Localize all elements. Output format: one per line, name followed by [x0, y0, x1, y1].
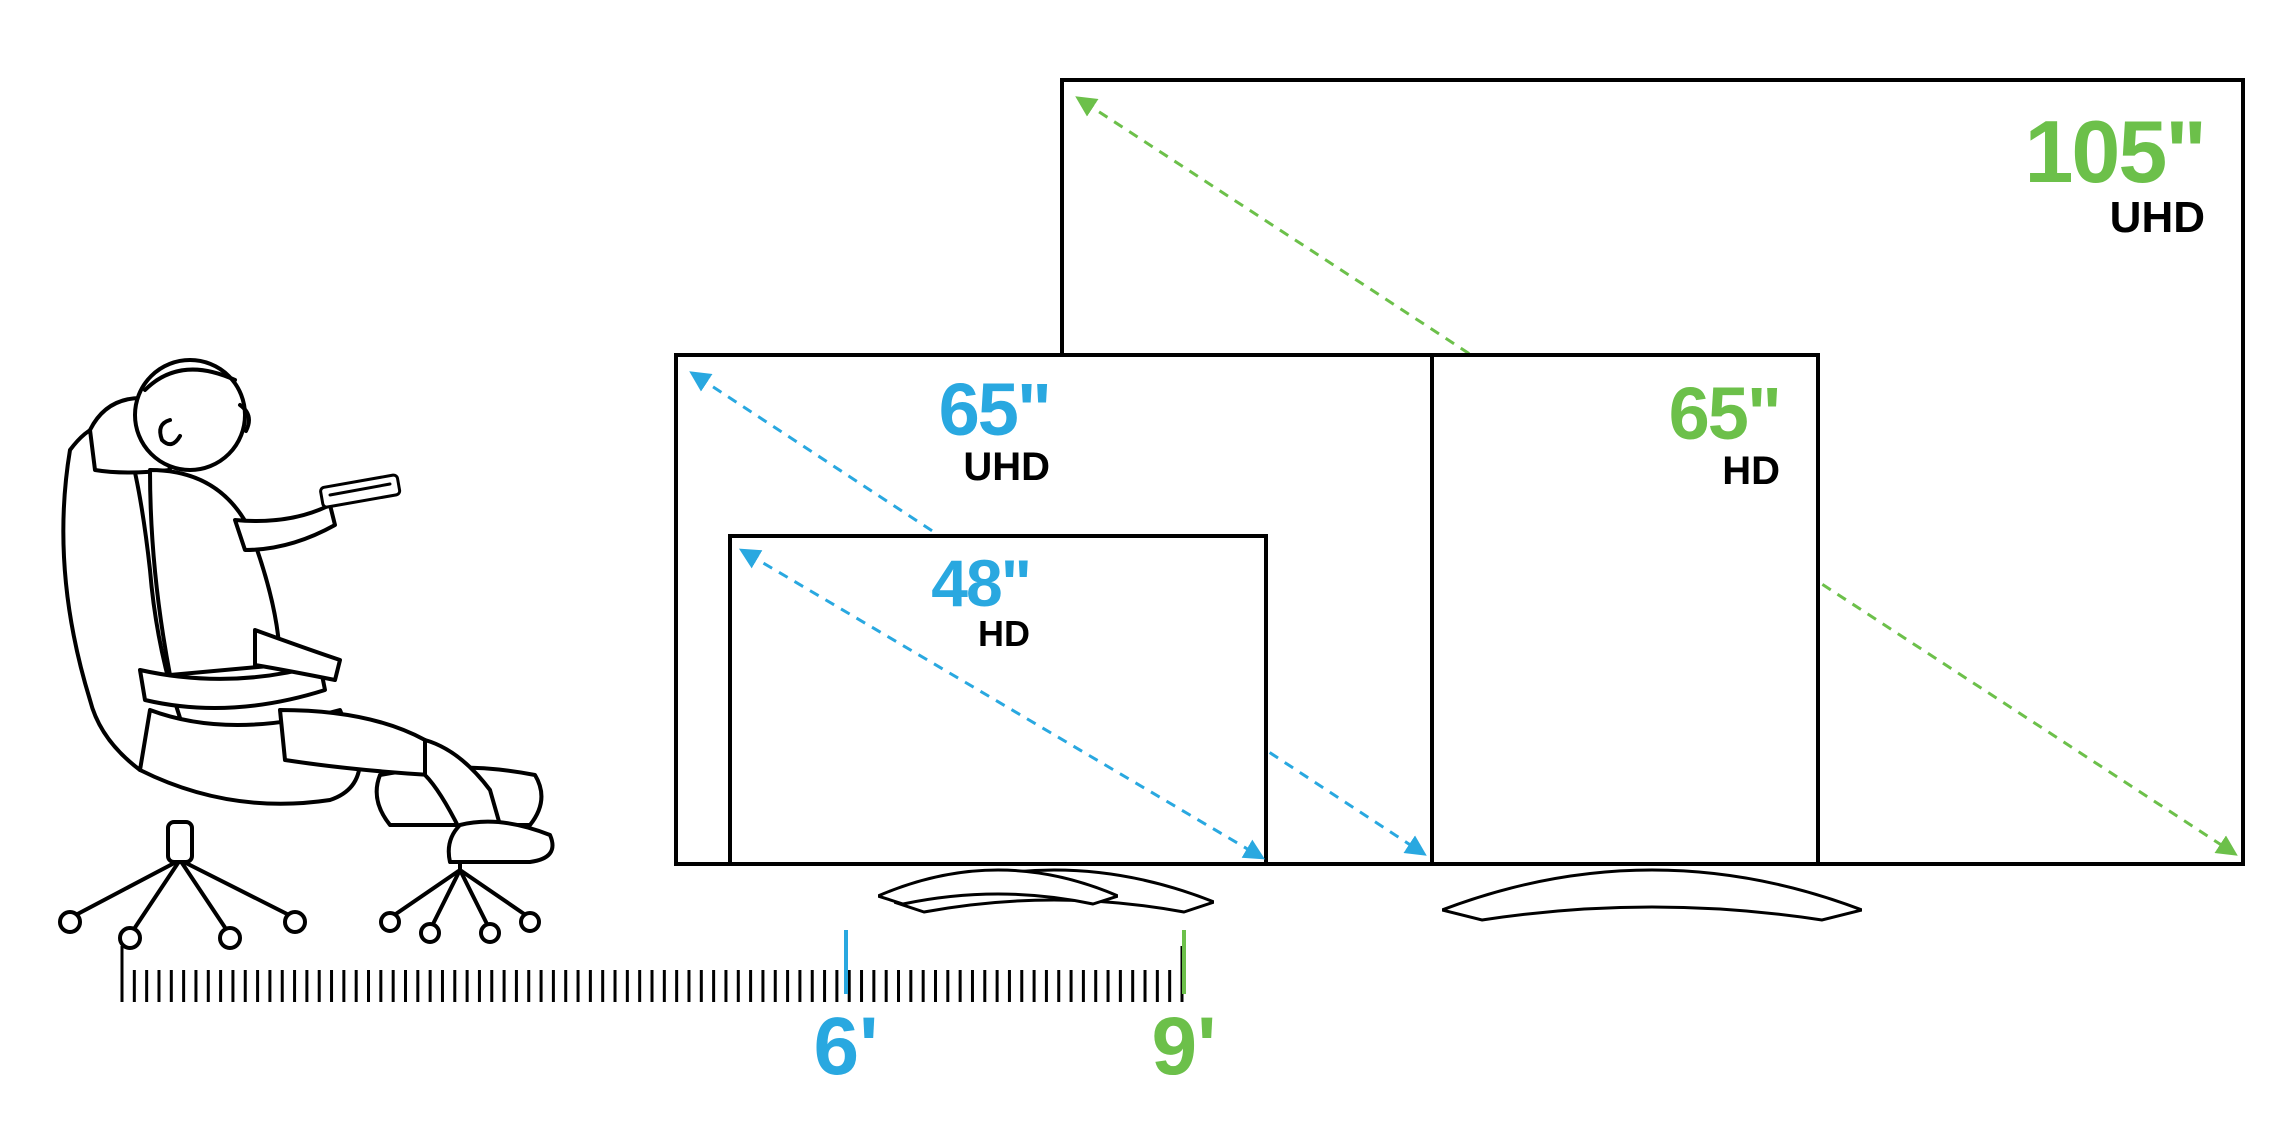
- tv-105-stand: [1442, 866, 1862, 924]
- tv-65-hd-size: 65": [1669, 377, 1780, 451]
- distance-ruler: [120, 946, 1200, 1026]
- tv-48-stand: [878, 866, 1118, 908]
- distance-label-9ft: 9': [1134, 1000, 1234, 1094]
- tv-65-uhd-res: UHD: [870, 447, 1050, 487]
- tv-48-res: HD: [870, 616, 1030, 652]
- distance-mark-6ft: [844, 930, 848, 994]
- tv-distance-diagram: 105" UHD 65" HD 65" UHD: [0, 0, 2279, 1125]
- tv-48-size: 48": [870, 550, 1030, 616]
- tv-65-hd-label: 65" HD: [1669, 377, 1780, 491]
- tv-65-hd-res: HD: [1669, 451, 1780, 491]
- distance-mark-9ft: [1182, 930, 1186, 994]
- tv-65-uhd-size: 65": [870, 373, 1050, 447]
- tv-105-res: UHD: [2024, 196, 2205, 240]
- tv-65-uhd-label: 65" UHD: [870, 373, 1050, 487]
- distance-label-6ft: 6': [796, 1000, 896, 1094]
- tv-105-size: 105": [2024, 108, 2205, 196]
- person-in-chair-icon: [30, 270, 600, 950]
- tv-48-label: 48" HD: [870, 550, 1030, 652]
- tv-105-label: 105" UHD: [2024, 108, 2205, 240]
